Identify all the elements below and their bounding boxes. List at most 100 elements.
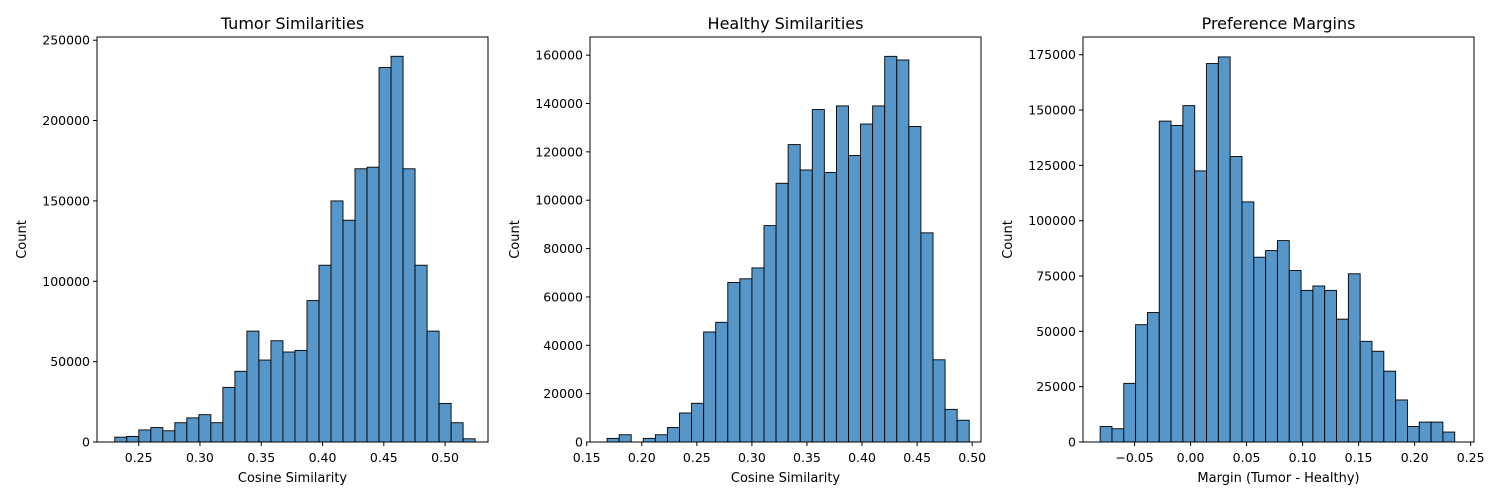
x-axis-label: Margin (Tumor - Healthy) <box>1197 471 1359 486</box>
histogram-bar <box>787 144 801 443</box>
y-tick-label: 160000 <box>535 48 583 63</box>
x-tick-label: 0.25 <box>1457 450 1485 465</box>
histogram-bar <box>1442 431 1456 443</box>
histogram-bar <box>1206 63 1219 443</box>
histogram-bar <box>1229 156 1243 443</box>
x-tick-label: 0.25 <box>125 450 153 465</box>
histogram-bar <box>1300 289 1314 443</box>
histogram-bar <box>775 182 789 443</box>
plot-frame <box>96 36 489 443</box>
chart-title: Tumor Similarities <box>220 14 364 33</box>
histogram-bar <box>1430 421 1444 443</box>
x-tick-label: 0.50 <box>431 450 459 465</box>
histogram-bar <box>282 351 296 443</box>
histogram-bar <box>679 412 693 443</box>
histogram-bar <box>884 55 898 443</box>
x-axis-ticks: −0.05 0.00 0.05 0.10 0.15 0.20 0.25 <box>1115 442 1485 465</box>
x-tick-label: 0.40 <box>848 450 876 465</box>
histogram-bar <box>908 126 922 443</box>
histogram-bar <box>1418 421 1432 443</box>
histogram-bar <box>198 414 212 443</box>
histogram-bar <box>1253 256 1267 443</box>
histogram-bar <box>944 408 958 443</box>
x-tick-label: 0.25 <box>683 450 711 465</box>
histogram-bar <box>666 427 680 443</box>
bars <box>1099 56 1456 443</box>
histogram-bar <box>1324 289 1337 443</box>
y-tick-label: 150000 <box>42 193 90 208</box>
histogram-bar <box>1135 324 1148 443</box>
histogram-bar <box>246 330 260 443</box>
y-axis-ticks: 0 50000 100000 150000 200000 250000 <box>42 33 97 450</box>
x-tick-label: 0.35 <box>247 450 275 465</box>
histogram-bar <box>138 429 152 443</box>
histogram-bar <box>150 427 164 443</box>
histogram-bar <box>715 321 729 443</box>
histogram-bar <box>258 359 272 443</box>
histogram-bar <box>270 340 284 443</box>
histogram-bar <box>210 422 224 443</box>
x-tick-label: 0.45 <box>903 450 931 465</box>
histogram-bar <box>1406 426 1420 443</box>
y-tick-label: 150000 <box>1028 103 1076 118</box>
histogram-bar <box>186 417 200 443</box>
histogram-bar <box>438 402 452 443</box>
histogram-bar <box>1371 350 1385 443</box>
histogram-bar <box>414 264 428 443</box>
histogram-bar <box>848 155 862 443</box>
y-tick-label: 125000 <box>1028 158 1076 173</box>
histogram-bar <box>1099 426 1113 443</box>
x-tick-label: 0.15 <box>1345 450 1373 465</box>
y-tick-label: 25000 <box>1036 379 1076 394</box>
histogram-bar <box>402 168 416 443</box>
y-tick-label: 0 <box>575 435 583 450</box>
x-tick-label: 0.20 <box>628 450 656 465</box>
histogram-bar <box>751 267 765 443</box>
histogram-bar <box>872 105 886 443</box>
y-tick-label: 100000 <box>42 274 90 289</box>
histogram-bar <box>1383 370 1397 443</box>
histogram-bar <box>162 430 176 443</box>
histogram-bar <box>174 422 188 443</box>
histogram-bar <box>1265 250 1278 443</box>
histogram-bar <box>823 171 837 443</box>
x-tick-label: 0.05 <box>1233 450 1261 465</box>
x-tick-label: −0.05 <box>1115 450 1153 465</box>
histogram-bar <box>1336 318 1349 443</box>
histogram-bar <box>1395 399 1408 443</box>
y-tick-label: 60000 <box>543 289 583 304</box>
histogram-bar <box>956 419 970 443</box>
histogram-bar <box>1170 125 1184 443</box>
x-tick-label: 0.10 <box>1289 450 1317 465</box>
histogram-bar <box>1288 270 1302 443</box>
bars <box>606 55 970 443</box>
x-axis-ticks: 0.15 0.20 0.25 0.30 0.35 0.40 0.45 0.50 <box>573 442 986 465</box>
histogram-bar <box>691 402 705 443</box>
histogram-bar <box>378 67 392 443</box>
x-tick-label: 0.20 <box>1401 450 1429 465</box>
histogram-bar <box>330 200 344 443</box>
x-axis-ticks: 0.25 0.30 0.35 0.40 0.45 0.50 <box>125 442 459 465</box>
histogram-bar <box>932 359 946 443</box>
histogram-bar <box>799 169 813 443</box>
x-tick-label: 0.50 <box>958 450 986 465</box>
x-tick-label: 0.35 <box>793 450 821 465</box>
histogram-bar <box>1182 105 1196 443</box>
histogram-bar <box>896 59 910 443</box>
histogram-bar <box>642 437 656 443</box>
y-tick-label: 50000 <box>50 354 90 369</box>
histogram-bar <box>366 166 380 443</box>
y-tick-label: 120000 <box>535 144 583 159</box>
x-tick-label: 0.30 <box>186 450 214 465</box>
panel-healthy-similarities: Healthy Similarities 0.15 0.20 0.25 0.30 0.3… <box>508 14 986 486</box>
y-axis-label: Count <box>508 220 523 259</box>
x-tick-label: 0.15 <box>573 450 601 465</box>
y-axis-ticks: 0 25000 50000 75000 100000 125000 150000 175000 <box>1028 47 1083 450</box>
plot-frame <box>1082 36 1475 443</box>
y-tick-label: 40000 <box>543 338 583 353</box>
y-tick-label: 140000 <box>535 96 583 111</box>
histogram-bar <box>450 422 464 443</box>
histogram-bar <box>342 219 356 443</box>
histogram-bar <box>1123 382 1137 443</box>
histogram-bar <box>1111 428 1125 443</box>
